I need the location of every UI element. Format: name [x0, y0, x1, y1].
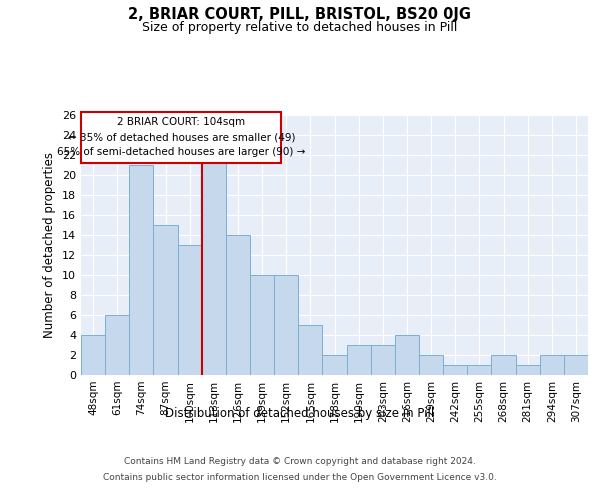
Text: ← 35% of detached houses are smaller (49): ← 35% of detached houses are smaller (49… [68, 132, 295, 142]
Text: Contains public sector information licensed under the Open Government Licence v3: Contains public sector information licen… [103, 472, 497, 482]
Bar [298, 325, 322, 375]
Bar [395, 335, 419, 375]
Bar [250, 275, 274, 375]
Bar [226, 235, 250, 375]
Bar [274, 275, 298, 375]
Text: 2 BRIAR COURT: 104sqm: 2 BRIAR COURT: 104sqm [118, 117, 245, 127]
Bar [129, 165, 154, 375]
Bar [371, 345, 395, 375]
Bar [202, 155, 226, 375]
Bar [467, 365, 491, 375]
Text: Distribution of detached houses by size in Pill: Distribution of detached houses by size … [166, 408, 434, 420]
Bar [322, 355, 347, 375]
Bar [491, 355, 515, 375]
Bar [154, 225, 178, 375]
Bar [564, 355, 588, 375]
Text: 65% of semi-detached houses are larger (90) →: 65% of semi-detached houses are larger (… [57, 147, 305, 157]
Text: 2, BRIAR COURT, PILL, BRISTOL, BS20 0JG: 2, BRIAR COURT, PILL, BRISTOL, BS20 0JG [128, 8, 472, 22]
Bar [419, 355, 443, 375]
Bar [178, 245, 202, 375]
Text: Size of property relative to detached houses in Pill: Size of property relative to detached ho… [142, 21, 458, 34]
FancyBboxPatch shape [82, 112, 281, 163]
Bar [515, 365, 540, 375]
Bar [105, 315, 129, 375]
Bar [347, 345, 371, 375]
Bar [540, 355, 564, 375]
Text: Contains HM Land Registry data © Crown copyright and database right 2024.: Contains HM Land Registry data © Crown c… [124, 458, 476, 466]
Y-axis label: Number of detached properties: Number of detached properties [43, 152, 56, 338]
Bar [443, 365, 467, 375]
Bar [81, 335, 105, 375]
